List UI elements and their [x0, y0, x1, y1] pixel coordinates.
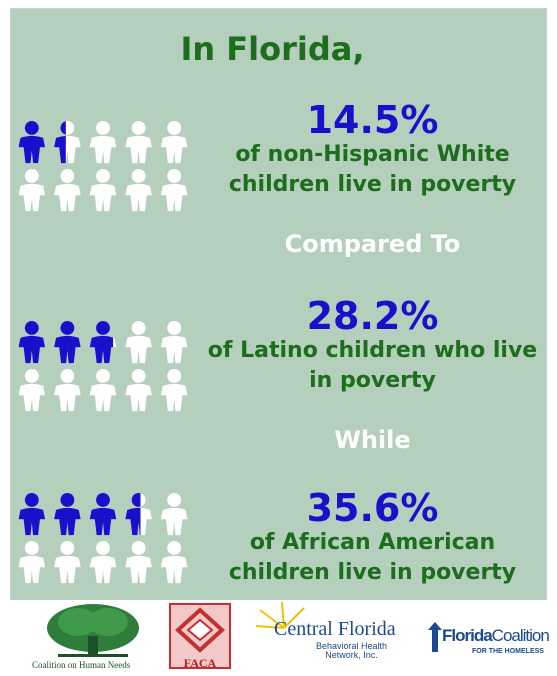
person-icon [18, 541, 46, 584]
faca-diamond-icon [169, 603, 231, 669]
connector-while: While [334, 426, 411, 454]
connector-compared-to: Compared To [284, 230, 461, 258]
person-icon [54, 493, 81, 536]
central-florida-logo: Central Florida Behavioral Health Networ… [254, 600, 414, 672]
person-icon [54, 541, 81, 584]
partner-logos: Coalition on Human Needs FACA Central Fl… [10, 600, 550, 672]
person-icon [18, 169, 46, 212]
people-pictograph [18, 493, 188, 584]
people-icons-latino-children [14, 318, 192, 414]
person-icon [125, 493, 152, 536]
person-icon [54, 369, 81, 412]
stat-desc-line: of Latino children who live [207, 338, 538, 363]
person-icon [89, 541, 117, 584]
people-icons-white-children [14, 118, 192, 214]
cf-title: Central Florida [274, 618, 396, 640]
person-icon [160, 169, 188, 212]
stat-non-hispanic-white: 14.5% of non-Hispanic White children liv… [200, 100, 545, 200]
person-icon [160, 369, 188, 412]
person-icon [125, 369, 152, 412]
faca-caption: FACA [183, 656, 217, 670]
person-icon [160, 121, 188, 164]
stat-latino: 28.2% of Latino children who live in pov… [200, 296, 545, 396]
people-pictograph [18, 121, 188, 212]
chn-logo: Coalition on Human Needs [28, 600, 158, 672]
tree-icon [47, 604, 139, 657]
faca-logo: FACA [166, 600, 234, 672]
person-icon [125, 541, 152, 584]
sunburst-icon [255, 601, 305, 629]
person-icon [89, 169, 117, 212]
stat-percent: 35.6% [306, 486, 439, 530]
person-icon [125, 321, 152, 364]
person-icon [160, 541, 188, 584]
chn-caption: Coalition on Human Needs [32, 660, 131, 670]
stat-desc-line: of non-Hispanic White [235, 142, 510, 167]
fch-title: FloridaCoalition [442, 626, 550, 646]
person-icon [89, 369, 117, 412]
house-icon [428, 622, 442, 652]
person-icon [160, 321, 188, 364]
person-icon [125, 169, 152, 212]
stat-desc-line: in poverty [309, 368, 436, 393]
person-icon [54, 169, 81, 212]
stat-desc-line: children live in poverty [228, 172, 517, 197]
cf-sub-line: Behavioral Health [316, 641, 388, 651]
person-icon [160, 493, 188, 536]
person-icon [125, 121, 152, 164]
florida-coalition-logo: FloridaCoalition FOR THE HOMELESS [428, 600, 550, 672]
people-pictograph [18, 321, 188, 412]
cf-subtitle: Behavioral Health Network, Inc. [316, 642, 387, 660]
person-icon [54, 321, 81, 364]
people-icons-african-american-children [14, 490, 192, 586]
stat-desc-line: children live in poverty [228, 560, 517, 585]
stat-desc-line: of African American [249, 530, 496, 555]
stat-percent: 28.2% [306, 294, 439, 338]
stat-percent: 14.5% [306, 98, 439, 142]
person-icon [18, 369, 46, 412]
person-icon [18, 493, 46, 536]
cf-sub-line: Network, Inc. [325, 650, 378, 660]
fch-title-part: Florida [442, 626, 493, 645]
page-title: In Florida, [180, 30, 365, 68]
person-icon [18, 121, 46, 164]
fch-title-part: Coalition [491, 626, 550, 645]
person-icon [89, 121, 117, 164]
person-icon [89, 493, 117, 536]
person-icon [89, 321, 117, 364]
stat-african-american: 35.6% of African American children live … [200, 488, 545, 588]
fch-subtitle: FOR THE HOMELESS [472, 648, 544, 655]
person-icon [54, 121, 81, 164]
person-icon [18, 321, 46, 364]
